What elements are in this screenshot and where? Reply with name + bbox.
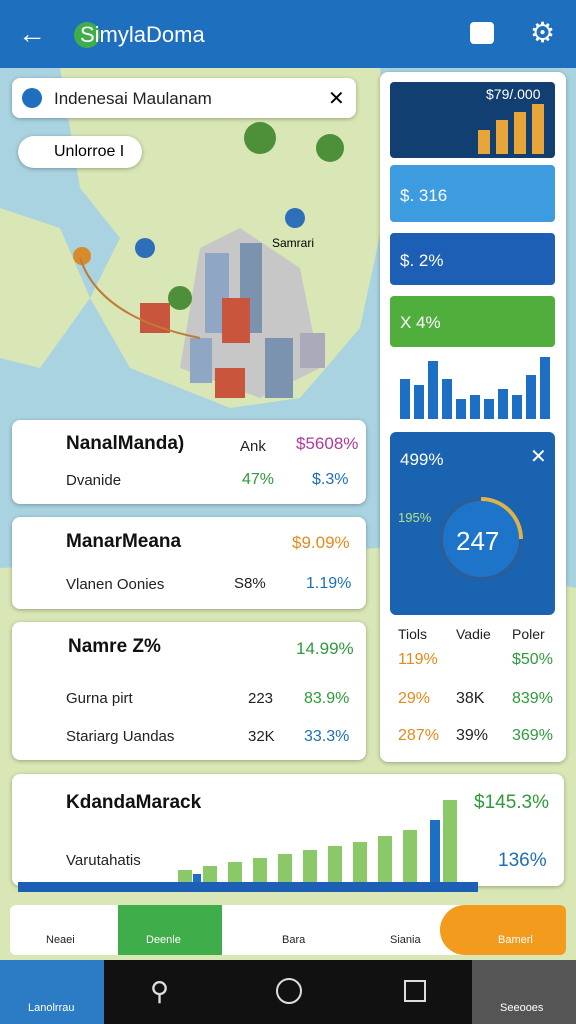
- nav-search[interactable]: ⚲: [150, 976, 170, 1006]
- gauge-value: 247: [456, 526, 500, 556]
- table-cell: 38K: [456, 690, 485, 707]
- row-count: 32K: [248, 728, 275, 745]
- table-header: Tiols: [398, 626, 428, 642]
- search-icon: [22, 88, 42, 108]
- bar-chart: [400, 357, 550, 419]
- tab-highlight: [440, 905, 566, 955]
- tab-active: [118, 905, 222, 955]
- table-cell: 29%: [398, 690, 431, 707]
- table-cell: 119%: [398, 651, 438, 668]
- stat-tile: [390, 165, 555, 222]
- row-count: 223: [248, 690, 274, 707]
- table-cell: 369%: [512, 727, 553, 744]
- list-card[interactable]: [12, 517, 366, 609]
- summary-value: $145.3%: [474, 792, 550, 813]
- settings-button[interactable]: ⚙: [530, 17, 556, 48]
- chip-text: Unlorroe I: [54, 143, 125, 160]
- tab-label[interactable]: Bara: [282, 934, 306, 946]
- summary-title: KdandaMarack: [66, 792, 202, 813]
- table-header: Vadie: [456, 626, 491, 642]
- row-value: 83.9%: [304, 690, 350, 707]
- nav-square[interactable]: [404, 980, 426, 1002]
- summary-chart: [18, 800, 478, 892]
- list-card[interactable]: [12, 622, 366, 760]
- tab-label[interactable]: Siania: [390, 934, 421, 946]
- card-title: NanalManda): [66, 433, 185, 454]
- nav-extra[interactable]: [472, 960, 576, 1024]
- camera-button[interactable]: [470, 22, 494, 44]
- tile-value: $. 316: [400, 186, 448, 205]
- search-bar[interactable]: [12, 78, 356, 118]
- map-label: Samrari: [272, 236, 315, 250]
- nav-label: Seeooes: [500, 1002, 544, 1014]
- card-title: ManarMeana: [66, 531, 182, 552]
- tile-value: $. 2%: [400, 251, 444, 270]
- clear-button[interactable]: ✕: [328, 88, 345, 110]
- card-sub-a: 47%: [242, 471, 275, 488]
- row-label: Gurna pirt: [66, 690, 133, 707]
- stat-tile: [390, 296, 555, 347]
- summary-sub-value: 136%: [498, 850, 547, 871]
- row-value: 33.3%: [304, 728, 350, 745]
- tab-label[interactable]: Bamerl: [498, 934, 533, 946]
- table-cell: $50%: [512, 651, 553, 668]
- card-sub-b: $.3%: [312, 471, 349, 488]
- card-value: $5608%: [296, 434, 359, 453]
- close-button[interactable]: ✕: [530, 446, 547, 468]
- search-text: Indenesai Maulanam: [54, 89, 212, 108]
- stat-tile: [390, 82, 555, 158]
- list-card[interactable]: [12, 420, 366, 504]
- card-sub-b: 1.19%: [306, 575, 352, 592]
- row-label: Stariarg Uandas: [66, 728, 175, 745]
- nav-home[interactable]: [0, 960, 104, 1024]
- nav-label: Lanolrrau: [28, 1002, 75, 1014]
- table-cell: 839%: [512, 690, 553, 707]
- gauge: [439, 497, 523, 581]
- stat-value: $79/.000: [486, 86, 541, 102]
- gauge-title: 499%: [400, 450, 444, 469]
- card-label: Ank: [240, 438, 266, 455]
- card-title: Namre Z%: [68, 636, 161, 657]
- tab-label[interactable]: Neaei: [46, 934, 75, 946]
- card-sub-a: S8%: [234, 575, 266, 592]
- logo: [74, 22, 100, 48]
- back-button[interactable]: ←: [18, 18, 46, 49]
- summary-sub: Varutahatis: [66, 852, 141, 869]
- tile-value: X 4%: [400, 313, 441, 332]
- mini-bars: [478, 104, 544, 154]
- app-title: SimylaDoma: [80, 22, 205, 47]
- card-value: $9.09%: [292, 533, 350, 552]
- gauge-sub: 195%: [398, 510, 432, 525]
- stat-tile: [390, 233, 555, 285]
- tab-label[interactable]: Deenle: [146, 934, 181, 946]
- table-cell: 287%: [398, 727, 439, 744]
- nav-circle[interactable]: [276, 978, 302, 1004]
- card-sub: Vlanen Oonies: [66, 576, 165, 593]
- card-sub: Dvanide: [66, 472, 122, 489]
- card-value: 14.99%: [296, 639, 354, 658]
- table-header: Poler: [512, 626, 545, 642]
- table-cell: 39%: [456, 727, 489, 744]
- map-chip[interactable]: [18, 136, 142, 168]
